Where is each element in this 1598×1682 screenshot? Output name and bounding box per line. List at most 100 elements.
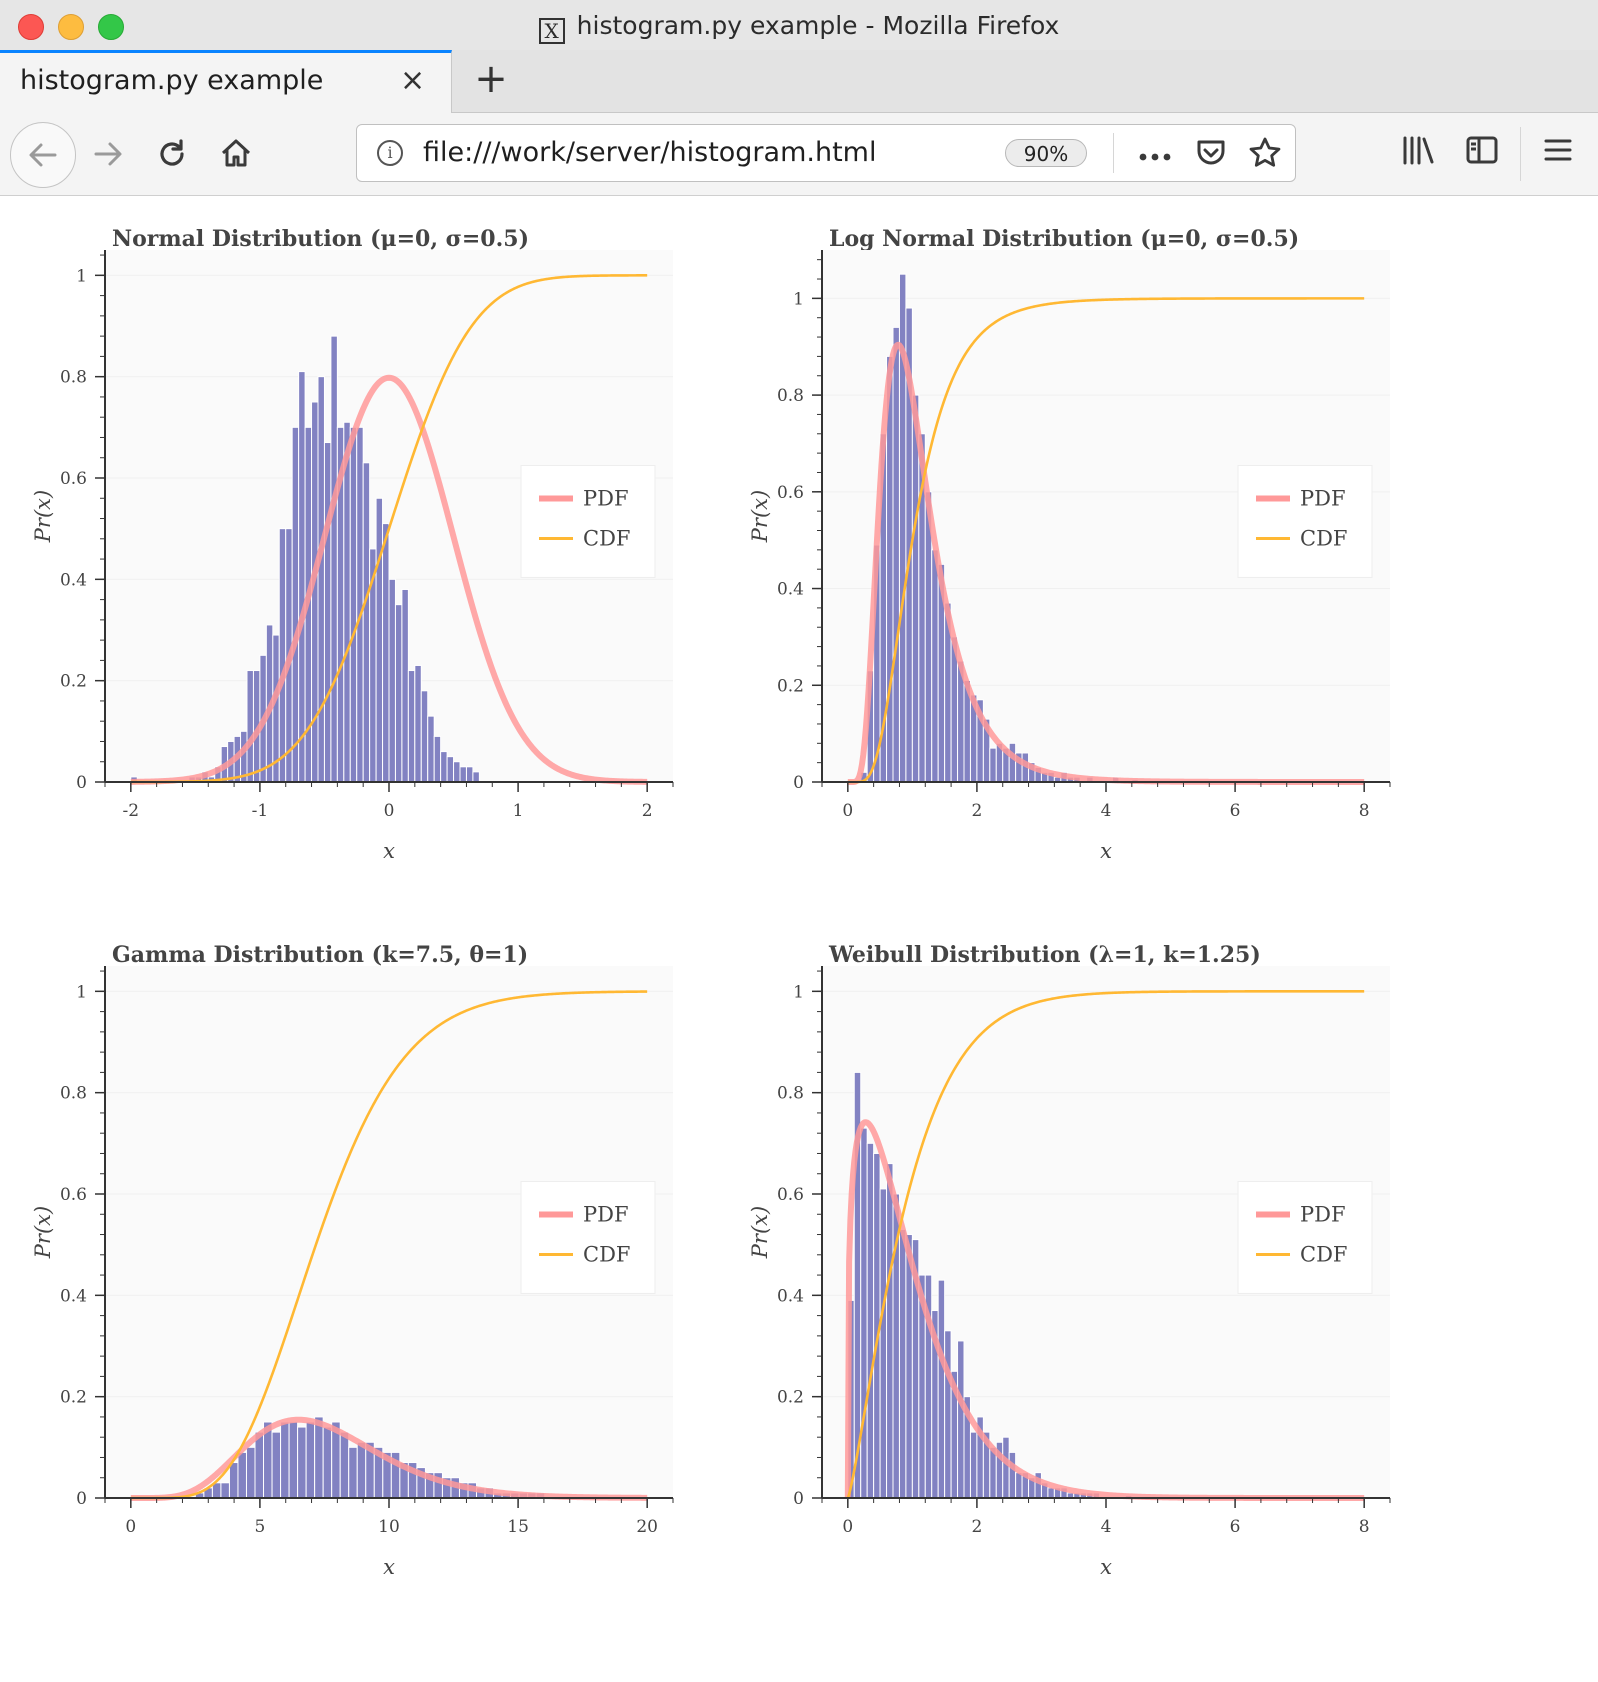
- x-tick-label: 2: [642, 801, 653, 821]
- new-tab-button[interactable]: +: [474, 56, 508, 102]
- axes: 0 0.2 0.4 0.6 0.8 1 0 2 4 6 8: [777, 250, 1391, 821]
- histogram-bar: [362, 462, 371, 783]
- legend-cdf-label: CDF: [583, 1242, 630, 1266]
- histogram-bar: [339, 1431, 350, 1499]
- x-tick-label: 6: [1230, 801, 1241, 821]
- cdf-line: [130, 990, 648, 1500]
- histogram-bar: [323, 442, 332, 783]
- histogram-bar: [433, 735, 442, 783]
- legend-cdf-label: CDF: [1300, 1242, 1347, 1266]
- histogram-bar: [245, 1446, 256, 1499]
- histogram-bar: [330, 335, 338, 783]
- chart-weibull-svg: 0 0.2 0.4 0.6 0.8 1 0 2 4 6 8 x Pr(x) PDF CDF: [748, 966, 1391, 1579]
- sidebar-icon[interactable]: [1462, 135, 1502, 175]
- histogram-bar: [465, 766, 474, 783]
- close-window-button[interactable]: [18, 14, 44, 40]
- y-tick-label: 0: [793, 773, 804, 793]
- minimize-window-button[interactable]: [58, 14, 84, 40]
- x-tick-label: 0: [842, 1517, 853, 1537]
- chart-title: Weibull Distribution (λ=1, k=1.25): [829, 942, 1261, 968]
- x-tick-label: 1: [513, 801, 524, 821]
- x-tick-label: 0: [842, 801, 853, 821]
- cdf-line: [130, 274, 648, 784]
- histogram-bar: [348, 1446, 358, 1499]
- x-axis-label: x: [383, 839, 395, 863]
- histogram-bar: [420, 690, 429, 783]
- y-axis-label: Pr(x): [748, 1206, 772, 1259]
- x-tick-label: 4: [1101, 801, 1112, 821]
- histogram-bar: [382, 523, 390, 783]
- y-tick-label: 0.8: [60, 1084, 87, 1104]
- x-tick-label: -2: [123, 801, 140, 821]
- pocket-icon[interactable]: [1191, 135, 1231, 171]
- y-tick-label: 0: [793, 1489, 804, 1509]
- histogram-bar: [446, 756, 455, 783]
- histogram-bar: [317, 376, 325, 783]
- histogram-bar: [459, 766, 467, 783]
- histogram-bar: [898, 1228, 907, 1499]
- url-bar[interactable]: i file:///work/server/histogram.html 90%: [356, 124, 1296, 182]
- window-title-text: histogram.py example - Mozilla Firefox: [576, 11, 1060, 40]
- chart-title: Log Normal Distribution (μ=0, σ=0.5): [829, 226, 1300, 252]
- histogram-bar: [944, 1330, 952, 1499]
- x-tick-label: 15: [507, 1517, 529, 1537]
- maximize-window-button[interactable]: [98, 14, 124, 40]
- y-tick-label: 0.4: [777, 580, 804, 600]
- legend-box: [520, 1180, 656, 1294]
- library-icon[interactable]: [1398, 135, 1438, 175]
- tab-histogram[interactable]: histogram.py example ×: [0, 50, 452, 113]
- tab-label: histogram.py example: [20, 65, 324, 96]
- forward-icon[interactable]: [76, 122, 140, 186]
- histogram-bar: [860, 1127, 868, 1499]
- x-tick-label: 8: [1359, 1517, 1370, 1537]
- y-tick-label: 1: [793, 289, 804, 309]
- home-icon[interactable]: [204, 122, 268, 186]
- histogram-bar: [401, 588, 409, 783]
- x-tick-label: 8: [1359, 801, 1370, 821]
- y-tick-label: 0.6: [60, 469, 87, 489]
- zoom-indicator[interactable]: 90%: [1005, 139, 1087, 167]
- url-text[interactable]: file:///work/server/histogram.html: [423, 137, 877, 168]
- histogram-bar: [931, 549, 939, 783]
- x-tick-label: 0: [125, 1517, 136, 1537]
- histogram-bar: [957, 1340, 965, 1499]
- y-tick-label: 1: [76, 982, 87, 1002]
- histogram-bar: [278, 528, 287, 783]
- y-tick-label: 0.6: [777, 1185, 804, 1205]
- info-icon[interactable]: i: [377, 140, 403, 166]
- y-tick-label: 0: [76, 773, 87, 793]
- y-tick-label: 0.8: [777, 1084, 804, 1104]
- back-icon[interactable]: [10, 122, 76, 188]
- y-tick-label: 1: [793, 982, 804, 1002]
- histogram-bar: [989, 747, 997, 783]
- reload-icon[interactable]: [140, 122, 204, 186]
- histogram-bar: [237, 1451, 247, 1499]
- histogram-bar: [349, 426, 358, 783]
- histogram-bar: [969, 1431, 978, 1499]
- histogram-bar: [1008, 742, 1017, 783]
- more-icon[interactable]: [1135, 135, 1175, 171]
- y-tick-label: 0.2: [777, 1388, 804, 1408]
- bookmark-star-icon[interactable]: [1245, 135, 1285, 171]
- histogram-bar: [1047, 1487, 1055, 1499]
- histogram-bar: [1002, 1436, 1010, 1499]
- histogram-bar: [866, 1142, 875, 1499]
- legend-pdf-label: PDF: [1300, 1202, 1346, 1226]
- tab-close-icon[interactable]: ×: [400, 63, 426, 98]
- legend-pdf-label: PDF: [583, 1202, 629, 1226]
- menu-icon[interactable]: [1538, 135, 1578, 175]
- x-tick-label: 2: [971, 1517, 982, 1537]
- url-separator: [1113, 133, 1114, 173]
- axes: 0 0.2 0.4 0.6 0.8 1 0 2 4 6 8: [777, 966, 1391, 1537]
- x-tick-label: 10: [378, 1517, 400, 1537]
- legend: PDF CDF: [1237, 1180, 1373, 1294]
- histogram-bar: [246, 670, 254, 783]
- y-axis-label: Pr(x): [31, 490, 55, 543]
- y-tick-label: 0.6: [777, 483, 804, 503]
- histogram-bar: [472, 771, 480, 783]
- legend-cdf-label: CDF: [1300, 526, 1347, 550]
- histogram-bar: [254, 1431, 265, 1499]
- page-content: Normal Distribution (μ=0, σ=0.5) 0 0.2 0.4…: [0, 196, 1598, 1682]
